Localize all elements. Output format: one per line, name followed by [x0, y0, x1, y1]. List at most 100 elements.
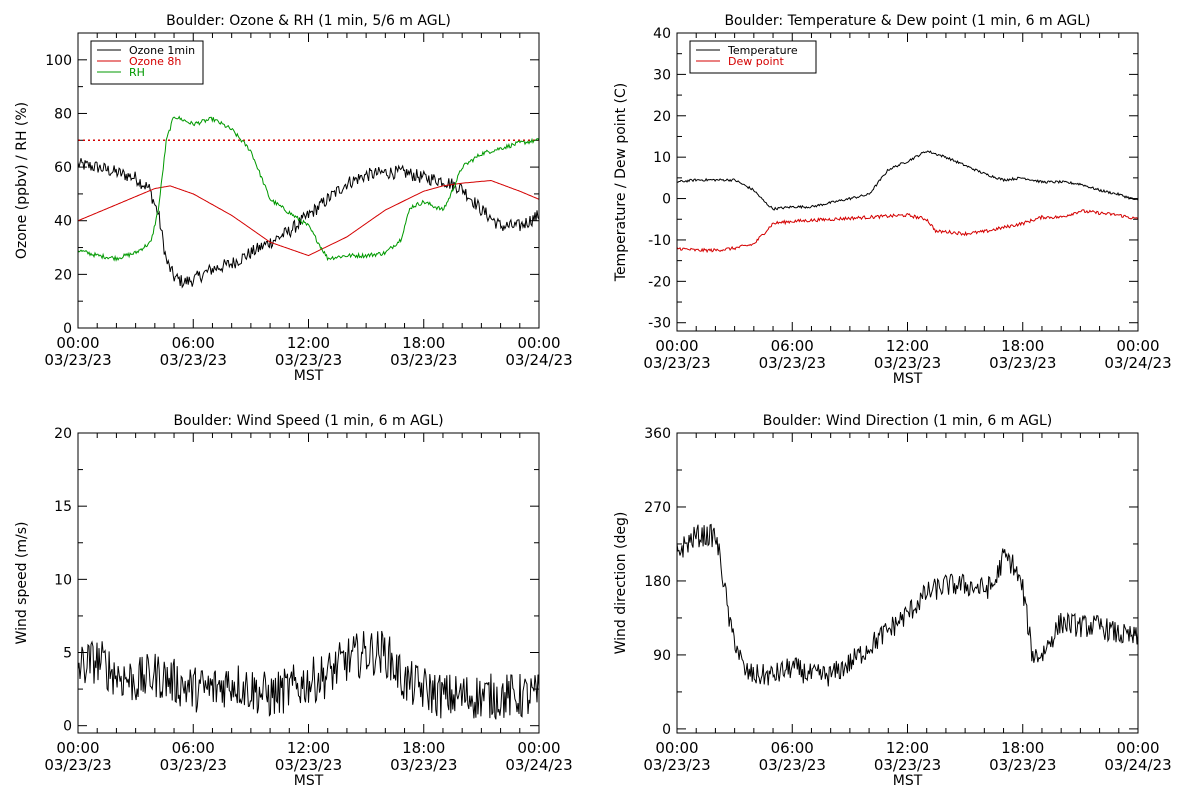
xtick-time-label: 12:00	[886, 739, 929, 757]
xtick-time-label: 00:00	[1116, 337, 1159, 355]
temp-dew-series-dew-point	[677, 209, 1138, 254]
ytick-label: 10	[54, 572, 72, 588]
ytick-label: 40	[653, 26, 671, 42]
xtick-time-label: 00:00	[56, 739, 99, 757]
wind-direction-ylabel: Wind direction (deg)	[613, 512, 629, 655]
ytick-label: 360	[644, 426, 671, 442]
wind-speed-title: Boulder: Wind Speed (1 min, 6 m AGL)	[173, 413, 443, 429]
wind-speed-series-0	[78, 630, 539, 720]
temp-dew-title: Boulder: Temperature & Dew point (1 min,…	[724, 13, 1090, 29]
xtick-time-label: 06:00	[771, 337, 814, 355]
ytick-label: 15	[54, 499, 72, 515]
legend-label: Dew point	[728, 55, 784, 68]
xtick-time-label: 18:00	[402, 334, 445, 352]
ytick-label: 0	[63, 321, 72, 337]
xtick-date-label: 03/24/23	[505, 351, 572, 369]
xtick-date-label: 03/23/23	[989, 354, 1056, 372]
ozone-rh-series-rh	[78, 115, 539, 262]
xtick-date-label: 03/23/23	[643, 354, 710, 372]
ytick-label: 5	[63, 646, 72, 662]
wind-speed-chart: Boulder: Wind Speed (1 min, 6 m AGL) Wind…	[14, 413, 573, 789]
ytick-label: -10	[648, 233, 671, 249]
xtick-date-label: 03/23/23	[390, 351, 457, 369]
xtick-date-label: 03/23/23	[160, 351, 227, 369]
ytick-label: 0	[63, 719, 72, 735]
xtick-time-label: 18:00	[1001, 739, 1044, 757]
xtick-date-label: 03/23/23	[759, 354, 826, 372]
xtick-date-label: 03/23/23	[275, 756, 342, 774]
ozone-rh-title: Boulder: Ozone & RH (1 min, 5/6 m AGL)	[166, 13, 451, 29]
wind-direction-title: Boulder: Wind Direction (1 min, 6 m AGL)	[763, 413, 1052, 429]
xtick-date-label: 03/23/23	[275, 351, 342, 369]
xtick-date-label: 03/23/23	[874, 756, 941, 774]
ytick-label: 20	[653, 109, 671, 125]
wind-speed-plot-frame	[77, 432, 540, 734]
xtick-time-label: 00:00	[1116, 739, 1159, 757]
ozone-rh-series-ozone-1min	[78, 158, 539, 289]
ytick-label: 270	[644, 500, 671, 516]
xtick-date-label: 03/23/23	[390, 756, 457, 774]
ytick-label: 0	[662, 192, 671, 208]
xtick-time-label: 12:00	[287, 739, 330, 757]
xtick-time-label: 00:00	[655, 337, 698, 355]
xtick-date-label: 03/24/23	[1104, 354, 1171, 372]
xtick-date-label: 03/23/23	[643, 756, 710, 774]
ozone-rh-xlabel: MST	[294, 368, 324, 384]
temp-dew-series-temperature	[677, 150, 1138, 211]
temp-dew-ylabel: Temperature / Dew point (C)	[613, 83, 629, 282]
wind-direction-chart: Boulder: Wind Direction (1 min, 6 m AGL)…	[613, 413, 1172, 789]
ytick-label: 180	[644, 574, 671, 590]
ozone-rh-plot-frame	[77, 32, 540, 329]
ozone-rh-ylabel: Ozone (ppbv) / RH (%)	[14, 102, 30, 259]
ozone-rh-legend	[90, 40, 204, 85]
xtick-date-label: 03/24/23	[505, 756, 572, 774]
xtick-time-label: 12:00	[886, 337, 929, 355]
xtick-date-label: 03/23/23	[44, 756, 111, 774]
ytick-label: 30	[653, 67, 671, 83]
legend-label: Ozone 8h	[129, 55, 181, 68]
ytick-label: 20	[54, 267, 72, 283]
temp-dew-xlabel: MST	[893, 371, 923, 387]
ytick-label: 0	[662, 722, 671, 738]
xtick-date-label: 03/23/23	[989, 756, 1056, 774]
ytick-label: 100	[45, 53, 72, 69]
ozone-rh-chart: Boulder: Ozone & RH (1 min, 5/6 m AGL) Oz…	[14, 13, 573, 384]
xtick-date-label: 03/23/23	[759, 756, 826, 774]
ytick-label: -30	[648, 316, 671, 332]
ytick-label: 60	[54, 160, 72, 176]
ytick-label: 40	[54, 214, 72, 230]
wind-direction-series-0	[677, 523, 1138, 687]
ytick-label: -20	[648, 274, 671, 290]
temp-dew-plot-frame	[676, 32, 1139, 332]
legend-label: Ozone 1min	[129, 44, 195, 57]
ytick-label: 90	[653, 648, 671, 664]
xtick-time-label: 06:00	[172, 334, 215, 352]
wind-direction-plot-frame	[676, 432, 1139, 734]
wind-direction-xlabel: MST	[893, 773, 923, 789]
xtick-date-label: 03/23/23	[874, 354, 941, 372]
wind-speed-ylabel: Wind speed (m/s)	[14, 522, 30, 645]
legend-label: RH	[129, 66, 145, 79]
xtick-date-label: 03/23/23	[44, 351, 111, 369]
xtick-time-label: 06:00	[771, 739, 814, 757]
wind-speed-xlabel: MST	[294, 773, 324, 789]
xtick-time-label: 18:00	[402, 739, 445, 757]
temp-dew-chart: Boulder: Temperature & Dew point (1 min,…	[613, 13, 1172, 387]
xtick-time-label: 00:00	[655, 739, 698, 757]
ytick-label: 80	[54, 106, 72, 122]
legend-label: Temperature	[727, 44, 798, 57]
temp-dew-legend	[689, 40, 817, 74]
xtick-time-label: 06:00	[172, 739, 215, 757]
xtick-time-label: 18:00	[1001, 337, 1044, 355]
xtick-date-label: 03/23/23	[160, 756, 227, 774]
xtick-time-label: 00:00	[517, 334, 560, 352]
ytick-label: 10	[653, 150, 671, 166]
ytick-label: 20	[54, 426, 72, 442]
xtick-time-label: 00:00	[517, 739, 560, 757]
xtick-time-label: 12:00	[287, 334, 330, 352]
ozone-rh-series-ozone-8h	[78, 179, 539, 257]
xtick-date-label: 03/24/23	[1104, 756, 1171, 774]
